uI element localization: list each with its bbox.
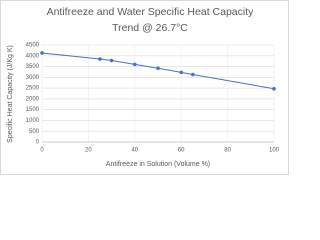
line — [41, 52, 275, 90]
marker — [179, 70, 183, 75]
x-tick-label: 40 — [131, 148, 138, 154]
chart-title: Trend @ 26.7°C — [112, 22, 188, 34]
marker — [133, 62, 137, 67]
x-tick-label: 20 — [85, 148, 92, 154]
marker — [272, 86, 276, 91]
y-tick-label: 4500 — [26, 43, 40, 49]
x-tick-label: 60 — [178, 148, 185, 154]
y-tick-label: 3500 — [26, 64, 40, 70]
y-tick-label: 500 — [29, 129, 40, 135]
x-tick-label: 0 — [40, 148, 44, 154]
x-tick-label: 80 — [224, 148, 231, 154]
marker — [191, 72, 195, 77]
chart: Antifreeze and Water Specific Heat Capac… — [0, 0, 289, 175]
y-tick-label: 3000 — [26, 75, 40, 81]
y-axis-title: Specific Heat Capacity (J/Kg K) — [7, 45, 14, 143]
marker — [98, 57, 102, 61]
y-tick-label: 2000 — [26, 96, 40, 102]
y-tick-label: 1500 — [26, 107, 40, 113]
y-tick-label: 2500 — [26, 86, 40, 92]
chart-title: Antifreeze and Water Specific Heat Capac… — [47, 6, 255, 18]
x-axis-title: Antifreeze in Solution (Volume %) — [106, 161, 210, 168]
x-tick-label: 100 — [269, 148, 280, 154]
marker — [40, 51, 44, 55]
y-tick-label: 4000 — [26, 53, 40, 59]
y-tick-label: 1000 — [26, 118, 40, 124]
marker — [109, 58, 114, 63]
chart-border — [0, 0, 289, 175]
marker — [156, 66, 160, 71]
y-tick-label: 0 — [36, 140, 40, 146]
